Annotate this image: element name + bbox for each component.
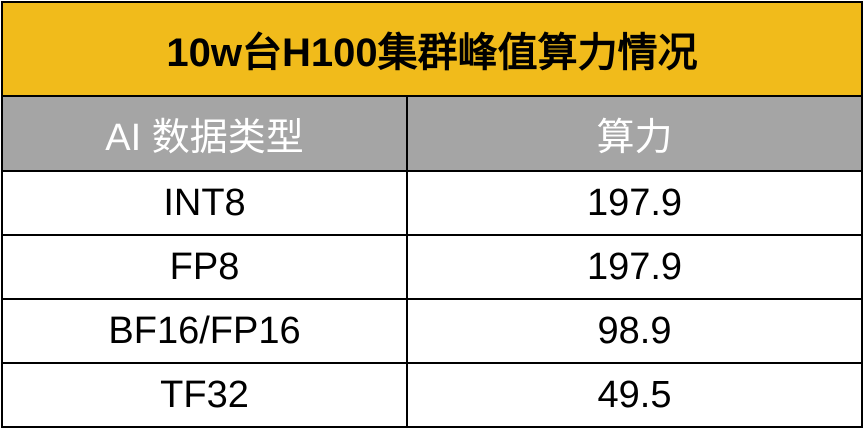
table-cell: INT8: [1, 170, 408, 236]
table-row: BF16/FP16 98.9: [1, 298, 863, 364]
table-row: INT8 197.9: [1, 170, 863, 236]
table-row: TF32 49.5: [1, 362, 863, 428]
table-cell: 197.9: [406, 234, 863, 300]
column-header: AI 数据类型: [1, 95, 408, 172]
table-cell: BF16/FP16: [1, 298, 408, 364]
header-row: AI 数据类型 算力: [1, 95, 863, 172]
table-title: 10w台H100集群峰值算力情况: [1, 1, 863, 97]
table-cell: TF32: [1, 362, 408, 428]
title-row: 10w台H100集群峰值算力情况: [1, 1, 863, 97]
column-header: 算力: [406, 95, 863, 172]
table-row: FP8 197.9: [1, 234, 863, 300]
table-cell: 49.5: [406, 362, 863, 428]
table: 10w台H100集群峰值算力情况 AI 数据类型 算力 INT8 197.9 FP8 19…: [1, 1, 863, 428]
table-cell: 98.9: [406, 298, 863, 364]
table-cell: 197.9: [406, 170, 863, 236]
table-cell: FP8: [1, 234, 408, 300]
